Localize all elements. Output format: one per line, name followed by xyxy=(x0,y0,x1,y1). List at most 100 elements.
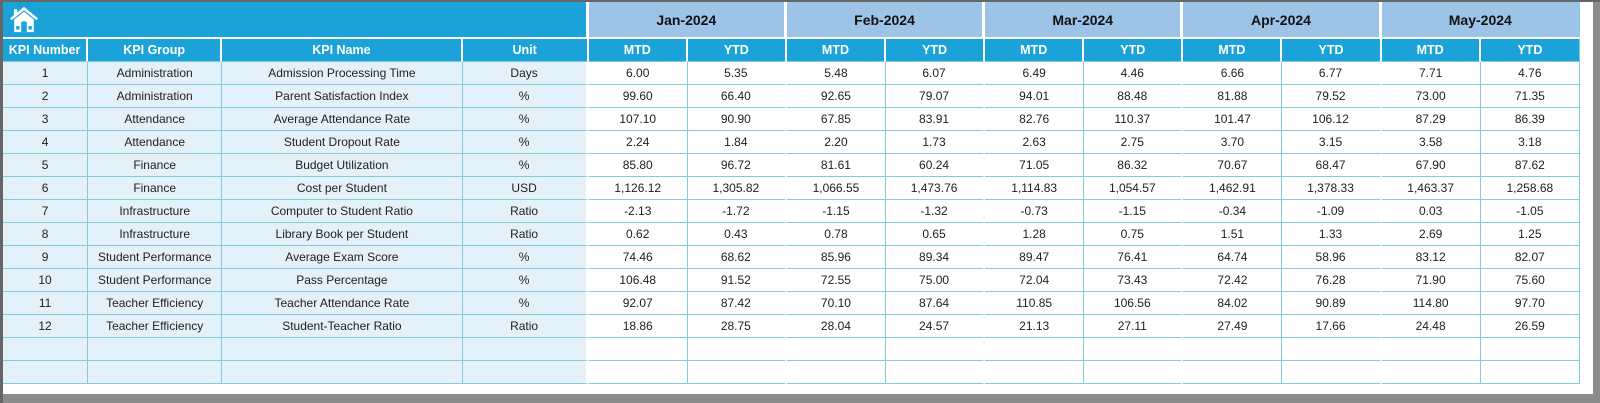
cell-value[interactable]: 6.66 xyxy=(1183,62,1283,85)
empty-cell[interactable] xyxy=(222,361,463,384)
month-header-may-2024[interactable]: May-2024 xyxy=(1381,2,1580,39)
cell-value[interactable]: -0.73 xyxy=(985,200,1085,223)
cell-value[interactable]: 67.85 xyxy=(786,108,886,131)
cell-value[interactable]: -1.32 xyxy=(886,200,986,223)
cell-unit[interactable]: % xyxy=(462,292,589,315)
cell-value[interactable]: 90.90 xyxy=(687,108,787,131)
empty-cell[interactable] xyxy=(222,338,463,361)
cell-value[interactable]: 96.72 xyxy=(687,154,787,177)
cell-value[interactable]: 81.61 xyxy=(786,154,886,177)
cell-value[interactable]: 87.62 xyxy=(1480,154,1580,177)
col-header-unit[interactable]: Unit xyxy=(462,39,589,62)
cell-value[interactable]: 1,066.55 xyxy=(786,177,886,200)
empty-cell[interactable] xyxy=(1381,338,1481,361)
cell-name[interactable]: Admission Processing Time xyxy=(222,62,463,85)
cell-value[interactable]: 5.35 xyxy=(687,62,787,85)
cell-name[interactable]: Teacher Attendance Rate xyxy=(222,292,463,315)
cell-value[interactable]: 73.00 xyxy=(1381,85,1481,108)
month-header-apr-2024[interactable]: Apr-2024 xyxy=(1183,2,1382,39)
cell-number[interactable]: 7 xyxy=(3,200,89,223)
cell-name[interactable]: Budget Utilization xyxy=(222,154,463,177)
cell-value[interactable]: 21.13 xyxy=(985,315,1085,338)
cell-value[interactable]: 73.43 xyxy=(1084,269,1184,292)
empty-cell[interactable] xyxy=(88,338,223,361)
cell-name[interactable]: Library Book per Student xyxy=(222,223,463,246)
cell-unit[interactable]: Ratio xyxy=(462,315,589,338)
cell-value[interactable]: 1.25 xyxy=(1480,223,1580,246)
cell-unit[interactable]: Ratio xyxy=(462,223,589,246)
col-header-mar-2024-ytd[interactable]: YTD xyxy=(1084,39,1184,62)
cell-value[interactable]: 1.73 xyxy=(886,131,986,154)
cell-value[interactable]: 72.55 xyxy=(786,269,886,292)
cell-value[interactable]: 72.42 xyxy=(1183,269,1283,292)
cell-number[interactable]: 8 xyxy=(3,223,89,246)
cell-name[interactable]: Computer to Student Ratio xyxy=(222,200,463,223)
cell-value[interactable]: 2.75 xyxy=(1084,131,1184,154)
cell-value[interactable]: 1,305.82 xyxy=(687,177,787,200)
home-icon[interactable] xyxy=(9,6,39,34)
cell-value[interactable]: 4.46 xyxy=(1084,62,1184,85)
cell-group[interactable]: Student Performance xyxy=(88,246,223,269)
empty-cell[interactable] xyxy=(1084,338,1184,361)
cell-group[interactable]: Attendance xyxy=(88,108,223,131)
col-header-kpi-number[interactable]: KPI Number xyxy=(3,39,89,62)
cell-value[interactable]: 92.65 xyxy=(786,85,886,108)
cell-unit[interactable]: % xyxy=(462,131,589,154)
empty-cell[interactable] xyxy=(1084,361,1184,384)
cell-value[interactable]: 92.07 xyxy=(588,292,688,315)
cell-value[interactable]: 106.12 xyxy=(1282,108,1382,131)
col-header-kpi-name[interactable]: KPI Name xyxy=(222,39,463,62)
cell-value[interactable]: 3.15 xyxy=(1282,131,1382,154)
cell-value[interactable]: -0.34 xyxy=(1183,200,1283,223)
cell-value[interactable]: 6.07 xyxy=(886,62,986,85)
cell-value[interactable]: 0.03 xyxy=(1381,200,1481,223)
cell-value[interactable]: 87.29 xyxy=(1381,108,1481,131)
cell-value[interactable]: 85.80 xyxy=(588,154,688,177)
cell-value[interactable]: 1.84 xyxy=(687,131,787,154)
cell-value[interactable]: 0.43 xyxy=(687,223,787,246)
cell-value[interactable]: 107.10 xyxy=(588,108,688,131)
cell-value[interactable]: 2.24 xyxy=(588,131,688,154)
cell-group[interactable]: Finance xyxy=(88,154,223,177)
cell-value[interactable]: 82.76 xyxy=(985,108,1085,131)
cell-value[interactable]: 70.10 xyxy=(786,292,886,315)
col-header-mar-2024-mtd[interactable]: MTD xyxy=(985,39,1085,62)
cell-value[interactable]: 76.41 xyxy=(1084,246,1184,269)
cell-number[interactable]: 10 xyxy=(3,269,89,292)
empty-cell[interactable] xyxy=(588,361,688,384)
empty-cell[interactable] xyxy=(1282,338,1382,361)
cell-value[interactable]: 70.67 xyxy=(1183,154,1283,177)
empty-cell[interactable] xyxy=(786,338,886,361)
cell-value[interactable]: 87.42 xyxy=(687,292,787,315)
cell-number[interactable]: 3 xyxy=(3,108,89,131)
cell-value[interactable]: 5.48 xyxy=(786,62,886,85)
cell-value[interactable]: -1.05 xyxy=(1480,200,1580,223)
empty-cell[interactable] xyxy=(1183,338,1283,361)
cell-value[interactable]: 1,114.83 xyxy=(985,177,1085,200)
cell-unit[interactable]: Days xyxy=(462,62,589,85)
cell-value[interactable]: 7.71 xyxy=(1381,62,1481,85)
cell-value[interactable]: 27.11 xyxy=(1084,315,1184,338)
cell-value[interactable]: 71.05 xyxy=(985,154,1085,177)
cell-value[interactable]: 75.60 xyxy=(1480,269,1580,292)
cell-value[interactable]: 0.75 xyxy=(1084,223,1184,246)
cell-value[interactable]: 3.70 xyxy=(1183,131,1283,154)
cell-value[interactable]: 2.20 xyxy=(786,131,886,154)
cell-value[interactable]: 2.63 xyxy=(985,131,1085,154)
cell-group[interactable]: Administration xyxy=(88,85,223,108)
empty-cell[interactable] xyxy=(1480,361,1580,384)
cell-name[interactable]: Student Dropout Rate xyxy=(222,131,463,154)
cell-value[interactable]: 83.91 xyxy=(886,108,986,131)
col-header-may-2024-ytd[interactable]: YTD xyxy=(1480,39,1580,62)
cell-value[interactable]: 24.57 xyxy=(886,315,986,338)
cell-group[interactable]: Infrastructure xyxy=(88,223,223,246)
col-header-jan-2024-mtd[interactable]: MTD xyxy=(588,39,688,62)
cell-unit[interactable]: % xyxy=(462,154,589,177)
cell-value[interactable]: 82.07 xyxy=(1480,246,1580,269)
cell-number[interactable]: 11 xyxy=(3,292,89,315)
cell-name[interactable]: Parent Satisfaction Index xyxy=(222,85,463,108)
cell-value[interactable]: 58.96 xyxy=(1282,246,1382,269)
cell-value[interactable]: 1,126.12 xyxy=(588,177,688,200)
cell-value[interactable]: 0.78 xyxy=(786,223,886,246)
cell-value[interactable]: 1,462.91 xyxy=(1183,177,1283,200)
